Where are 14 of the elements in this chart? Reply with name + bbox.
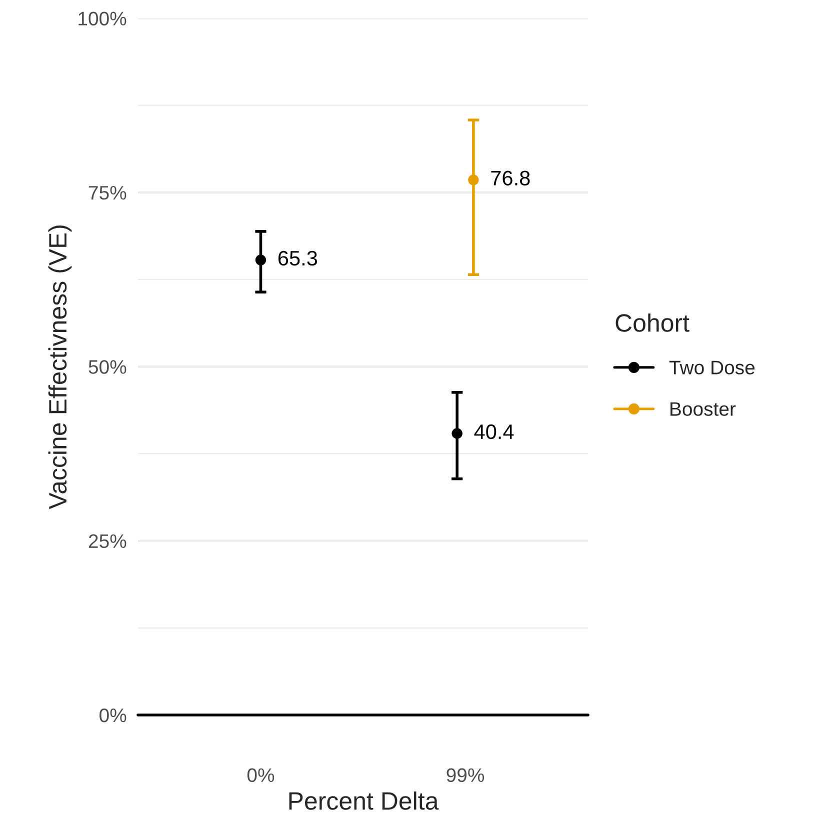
legend-label: Two Dose bbox=[669, 360, 755, 374]
x-tick-label: 99% bbox=[446, 768, 484, 782]
y-axis-title: Vaccine Effectivness (VE) bbox=[48, 226, 72, 510]
legend-title: Cohort bbox=[616, 314, 690, 332]
y-tick-label: 100% bbox=[78, 12, 126, 26]
data-label: 76.8 bbox=[491, 170, 530, 186]
x-axis-title: Percent Delta bbox=[289, 791, 439, 810]
y-tick-label: 75% bbox=[88, 186, 126, 200]
y-tick-label: 25% bbox=[88, 534, 126, 548]
y-tick-label: 0% bbox=[100, 708, 126, 722]
legend-label: Booster bbox=[670, 402, 736, 416]
data-label: 65.3 bbox=[278, 250, 318, 266]
y-tick-label: 50% bbox=[88, 360, 126, 374]
data-label: 40.4 bbox=[474, 424, 514, 440]
